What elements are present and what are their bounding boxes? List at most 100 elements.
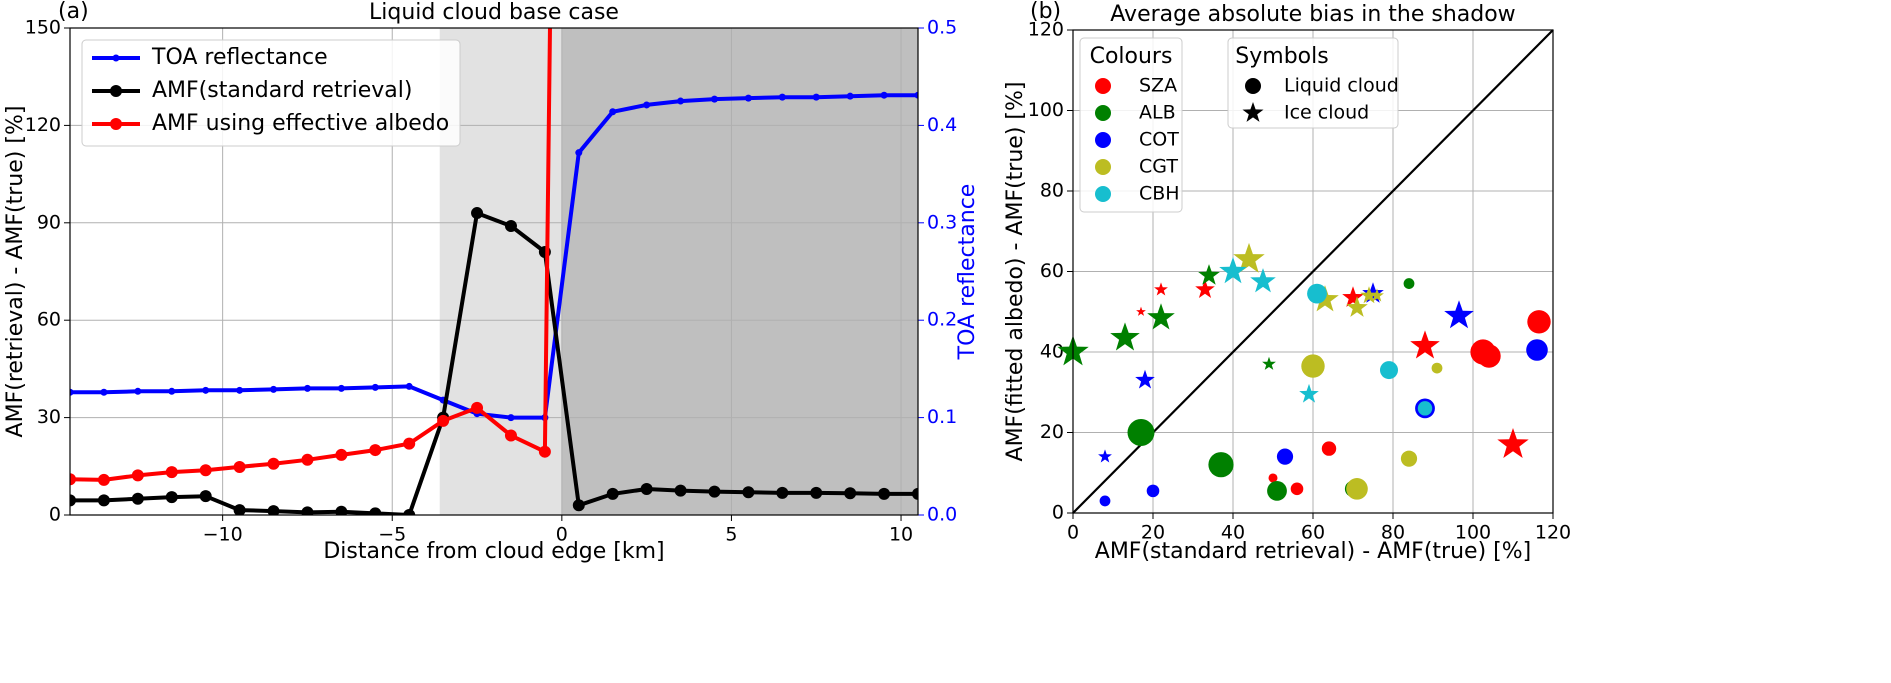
data-point (538, 445, 551, 458)
plot-lines (70, 28, 918, 515)
legend-title: Colours (1090, 44, 1173, 69)
data-point (369, 444, 382, 457)
data-point (708, 485, 721, 498)
star-point (1136, 306, 1146, 316)
y-tick-label: 60 (37, 309, 61, 331)
y-tick-label: 120 (1028, 19, 1064, 41)
star-point (1444, 300, 1474, 329)
data-point (202, 386, 210, 394)
data-point (403, 509, 416, 515)
series-line (70, 93, 918, 420)
data-point (301, 453, 314, 466)
chart-title: Average absolute bias in the shadow (1110, 2, 1515, 27)
star-point (1360, 286, 1378, 304)
legend-box (81, 39, 461, 147)
star-point (1346, 296, 1368, 317)
data-point (270, 385, 278, 393)
y2-tick-label: 0.4 (927, 114, 957, 136)
circle-point (1127, 419, 1155, 446)
circle-point (1346, 478, 1368, 500)
shaded-region (561, 28, 918, 515)
chart-title: Liquid cloud base case (369, 0, 619, 25)
plot-frame (1072, 29, 1554, 514)
y2-tick-label: 0.3 (927, 211, 957, 233)
y-tick-label: 100 (1028, 99, 1064, 121)
legend-marker (112, 54, 120, 62)
star-point (1233, 242, 1265, 273)
star-point (1110, 322, 1140, 351)
data-point (303, 384, 311, 392)
y2-tick-label: 0.5 (927, 17, 957, 39)
y-tick-label: 80 (1040, 180, 1064, 202)
legend-label: Liquid cloud (1284, 75, 1399, 97)
star-point (1098, 449, 1112, 463)
y2-tick-label: 0.0 (927, 504, 957, 526)
x-tick-label: 120 (1535, 522, 1571, 544)
data-point (134, 387, 142, 395)
circle-point (1380, 361, 1398, 380)
data-point (606, 487, 619, 500)
data-point (640, 483, 653, 496)
x-tick-label: 40 (1221, 522, 1245, 544)
data-point (403, 437, 416, 450)
y-tick-label: 120 (25, 114, 61, 136)
y-tick-label: 0 (1052, 502, 1064, 524)
data-point (165, 466, 178, 479)
legend-title: Symbols (1235, 44, 1328, 69)
star-point (1342, 286, 1364, 307)
data-point (914, 91, 918, 99)
circle-point (1431, 362, 1443, 374)
legend-marker (1095, 186, 1111, 202)
data-point (744, 94, 752, 102)
star-point (1154, 282, 1168, 296)
legend-marker (110, 85, 122, 97)
x-tick-label: 20 (1141, 522, 1165, 544)
data-point (100, 388, 108, 396)
y2-tick-label: 0.2 (927, 309, 957, 331)
y2-axis-label: TOA reflectance (955, 184, 980, 361)
data-point (199, 464, 212, 477)
data-point (97, 473, 110, 486)
data-point (812, 93, 820, 101)
legend-marker (1242, 102, 1264, 122)
circle-point (1527, 310, 1551, 334)
data-point (131, 469, 144, 482)
data-point (742, 486, 755, 499)
data-point (437, 414, 450, 427)
circle-point (1417, 401, 1433, 416)
y-tick-label: 40 (1040, 341, 1064, 363)
data-point (575, 149, 583, 157)
x-tick-label: 5 (725, 524, 737, 546)
y-tick-label: 30 (37, 406, 61, 428)
circle-point (1099, 495, 1111, 507)
x-tick-label: −10 (203, 524, 243, 546)
data-point (844, 487, 857, 500)
circle-point (1290, 482, 1304, 496)
star-point (1250, 268, 1276, 293)
legend-label: CGT (1139, 156, 1178, 178)
circle-point (1268, 473, 1278, 483)
y-tick-label: 150 (25, 17, 61, 39)
data-point (70, 494, 76, 507)
x-tick-label: 0 (556, 524, 568, 546)
data-point (504, 220, 517, 233)
data-point (165, 491, 178, 504)
data-point (131, 492, 144, 505)
data-point (846, 92, 854, 100)
data-point (371, 383, 379, 391)
panel-label: (b) (1030, 0, 1061, 24)
data-point (878, 487, 891, 500)
x-tick-label: 0 (1067, 522, 1079, 544)
circle-point (1208, 452, 1234, 478)
circle-point (1146, 484, 1160, 498)
x-axis-label: Distance from cloud edge [km] (323, 539, 664, 564)
legend-label: TOA reflectance (151, 45, 328, 70)
y-tick-label: 0 (49, 504, 61, 526)
legend-label: AMF(standard retrieval) (152, 78, 412, 103)
data-point (335, 448, 348, 461)
data-point (880, 91, 888, 99)
data-point (778, 93, 786, 101)
data-point (233, 504, 246, 515)
data-point (70, 473, 76, 486)
data-point (912, 487, 918, 500)
